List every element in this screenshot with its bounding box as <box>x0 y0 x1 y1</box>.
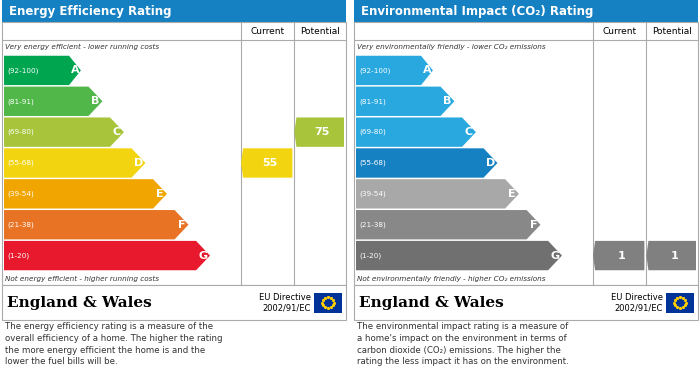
Polygon shape <box>4 179 167 208</box>
Polygon shape <box>4 117 124 147</box>
Text: D: D <box>486 158 495 168</box>
Polygon shape <box>356 179 519 208</box>
Text: (69-80): (69-80) <box>359 129 386 135</box>
Polygon shape <box>356 148 498 178</box>
Polygon shape <box>295 117 344 147</box>
Text: (39-54): (39-54) <box>359 190 386 197</box>
Text: E: E <box>508 189 516 199</box>
Text: Current: Current <box>251 27 285 36</box>
Text: Not energy efficient - higher running costs: Not energy efficient - higher running co… <box>5 276 159 282</box>
Bar <box>314 292 342 312</box>
Text: G: G <box>199 251 208 260</box>
Text: (81-91): (81-91) <box>7 98 34 104</box>
Text: (39-54): (39-54) <box>7 190 34 197</box>
Text: (69-80): (69-80) <box>7 129 34 135</box>
Text: F: F <box>178 220 186 230</box>
Text: E: E <box>156 189 164 199</box>
Text: (1-20): (1-20) <box>7 252 29 259</box>
Text: England & Wales: England & Wales <box>359 296 504 310</box>
Text: The energy efficiency rating is a measure of the
overall efficiency of a home. T: The energy efficiency rating is a measur… <box>5 322 223 366</box>
Polygon shape <box>356 210 540 239</box>
Text: C: C <box>113 127 121 137</box>
Text: Very environmentally friendly - lower CO₂ emissions: Very environmentally friendly - lower CO… <box>357 43 545 50</box>
Text: Potential: Potential <box>652 27 692 36</box>
Text: Environmental Impact (CO₂) Rating: Environmental Impact (CO₂) Rating <box>361 5 594 18</box>
Text: (55-68): (55-68) <box>359 160 386 166</box>
Text: D: D <box>134 158 143 168</box>
Text: EU Directive
2002/91/EC: EU Directive 2002/91/EC <box>611 293 663 312</box>
Text: 55: 55 <box>262 158 277 168</box>
Text: Potential: Potential <box>300 27 340 36</box>
Text: C: C <box>465 127 473 137</box>
Text: A: A <box>71 65 79 75</box>
Text: A: A <box>423 65 431 75</box>
Text: (21-38): (21-38) <box>359 221 386 228</box>
Text: The environmental impact rating is a measure of
a home's impact on the environme: The environmental impact rating is a mea… <box>357 322 568 366</box>
Polygon shape <box>4 210 188 239</box>
Text: 1: 1 <box>618 251 626 260</box>
Text: (92-100): (92-100) <box>7 67 38 74</box>
Text: Not environmentally friendly - higher CO₂ emissions: Not environmentally friendly - higher CO… <box>357 276 545 282</box>
Text: (81-91): (81-91) <box>359 98 386 104</box>
Polygon shape <box>356 117 476 147</box>
Text: (1-20): (1-20) <box>359 252 381 259</box>
Text: 75: 75 <box>314 127 330 137</box>
Text: F: F <box>530 220 538 230</box>
Text: 1: 1 <box>671 251 678 260</box>
Polygon shape <box>593 241 645 270</box>
Bar <box>666 292 694 312</box>
Text: B: B <box>91 96 99 106</box>
Polygon shape <box>4 241 210 270</box>
Text: (55-68): (55-68) <box>7 160 34 166</box>
Text: Very energy efficient - lower running costs: Very energy efficient - lower running co… <box>5 43 159 50</box>
Text: (92-100): (92-100) <box>359 67 391 74</box>
Polygon shape <box>4 87 102 116</box>
Polygon shape <box>646 241 696 270</box>
Polygon shape <box>356 87 454 116</box>
Polygon shape <box>4 56 81 85</box>
Text: England & Wales: England & Wales <box>7 296 152 310</box>
Text: B: B <box>443 96 452 106</box>
Text: Energy Efficiency Rating: Energy Efficiency Rating <box>9 5 171 18</box>
Polygon shape <box>241 148 293 178</box>
Polygon shape <box>4 148 146 178</box>
Polygon shape <box>356 241 562 270</box>
Text: EU Directive
2002/91/EC: EU Directive 2002/91/EC <box>259 293 311 312</box>
Text: G: G <box>550 251 559 260</box>
Polygon shape <box>356 56 433 85</box>
Text: Current: Current <box>603 27 637 36</box>
Text: (21-38): (21-38) <box>7 221 34 228</box>
